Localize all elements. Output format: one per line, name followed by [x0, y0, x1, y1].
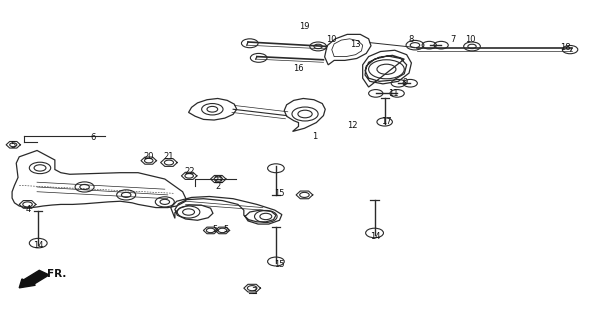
Text: 12: 12 [347, 121, 357, 130]
Text: FR.: FR. [47, 269, 66, 279]
Text: 1: 1 [312, 132, 318, 141]
Text: 20: 20 [143, 152, 154, 161]
Text: 14: 14 [33, 241, 44, 250]
Text: 18: 18 [561, 43, 571, 52]
Text: 9: 9 [403, 78, 408, 87]
Text: 10: 10 [326, 35, 337, 44]
Text: 13: 13 [350, 40, 360, 49]
Text: 21: 21 [164, 152, 174, 161]
Text: 15: 15 [274, 189, 285, 198]
Text: 4: 4 [26, 205, 31, 214]
Text: 11: 11 [388, 89, 399, 98]
Text: 17: 17 [381, 117, 392, 126]
Text: 5: 5 [11, 141, 16, 150]
Text: 22: 22 [184, 167, 195, 176]
Text: 15: 15 [274, 260, 285, 269]
FancyArrow shape [19, 270, 49, 288]
Text: 5: 5 [223, 225, 229, 234]
Text: 19: 19 [299, 22, 310, 31]
Text: 21: 21 [213, 176, 223, 185]
Text: 6: 6 [91, 133, 96, 142]
Text: 14: 14 [371, 232, 381, 241]
Text: 16: 16 [293, 63, 304, 73]
Text: 5: 5 [213, 225, 218, 234]
Text: 8: 8 [409, 35, 414, 44]
Text: 2: 2 [216, 182, 221, 191]
Text: 7: 7 [450, 35, 456, 44]
Text: 3: 3 [251, 287, 257, 296]
Text: 10: 10 [466, 35, 476, 44]
